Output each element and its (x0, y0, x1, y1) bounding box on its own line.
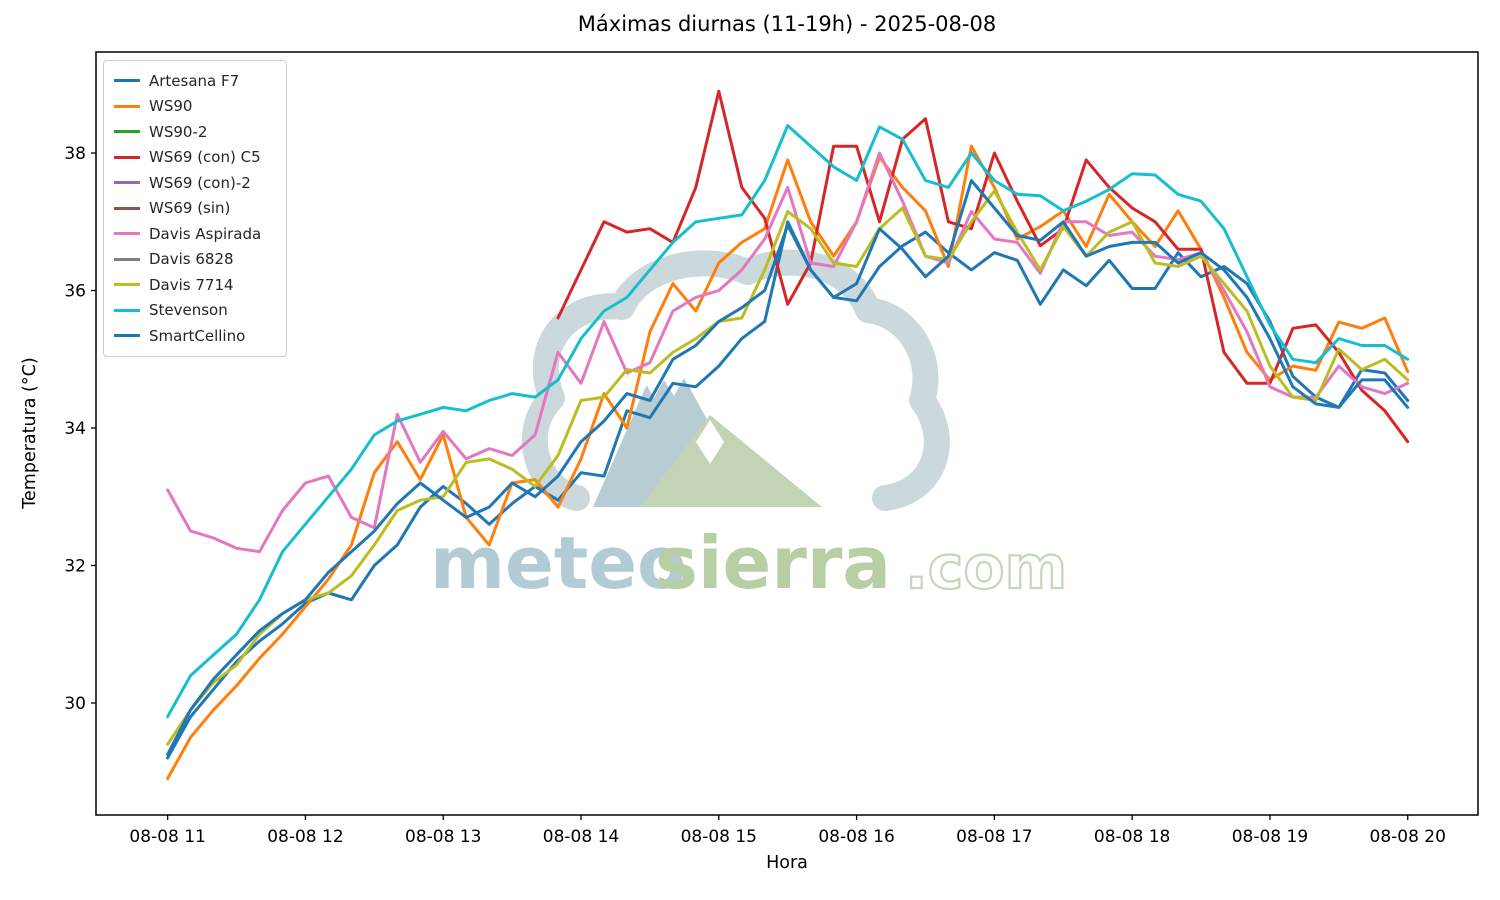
legend-line-swatch (114, 104, 140, 108)
legend-label: WS69 (con)-2 (149, 173, 251, 192)
legend-label: WS90-2 (149, 122, 208, 141)
legend-label: WS69 (sin) (149, 199, 231, 218)
legend-item-davis-aspirada: Davis Aspirada (114, 221, 276, 247)
line-series-davis-7714 (166, 189, 1410, 746)
legend-item-ws69-con-c5: WS69 (con) C5 (114, 145, 276, 171)
legend-label: Davis 7714 (149, 275, 234, 294)
legend: Artesana F7 WS90 WS90-2 WS69 (con) C5 WS69 (… (103, 60, 287, 357)
legend-item-davis-7714: Davis 7714 (114, 272, 276, 298)
line-series-stevenson (166, 124, 1410, 719)
watermark-text-com: .com (905, 533, 1067, 603)
x-tick-label-15: 08-08 15 (681, 827, 757, 847)
x-tick-label-14: 08-08 14 (543, 827, 619, 847)
x-tick-label-18: 08-08 18 (1094, 827, 1170, 847)
legend-label: WS69 (con) C5 (149, 148, 261, 167)
legend-line-swatch (114, 155, 140, 159)
x-tick-label-12: 08-08 12 (267, 827, 343, 847)
y-axis-label: Temperatura (°C) (20, 357, 40, 509)
legend-item-davis-6828: Davis 6828 (114, 247, 276, 273)
legend-item-stevenson: Stevenson (114, 298, 276, 324)
legend-line-swatch (114, 334, 140, 338)
legend-line-swatch (114, 79, 140, 83)
legend-label: Artesana F7 (149, 71, 240, 90)
y-tick-label-32: 32 (64, 556, 86, 576)
x-axis-label: Hora (766, 853, 808, 873)
legend-item-ws69-con-2: WS69 (con)-2 (114, 170, 276, 196)
legend-line-swatch (114, 308, 140, 312)
legend-line-swatch (114, 232, 140, 236)
y-tick-label-38: 38 (64, 144, 86, 164)
y-tick-label-36: 36 (64, 282, 86, 302)
x-tick-label-20: 08-08 20 (1370, 827, 1446, 847)
plot-frame (95, 51, 1479, 816)
axes: 08-08 11 08-08 12 08-08 13 08-08 14 08-08 15… (64, 51, 1479, 847)
legend-item-ws69-sin-: WS69 (sin) (114, 196, 276, 222)
legend-item-artesana-f7: Artesana F7 (114, 68, 276, 94)
x-tick-label-19: 08-08 19 (1232, 827, 1308, 847)
watermark-text-meteo: meteo (430, 521, 687, 605)
x-tick-label-16: 08-08 16 (818, 827, 894, 847)
x-tick-label-17: 08-08 17 (956, 827, 1032, 847)
legend-item-ws90: WS90 (114, 94, 276, 120)
line-series-ws90 (166, 144, 1410, 781)
line-series-ws69-con-c5 (556, 89, 1410, 444)
watermark-text-sierra: sierra (655, 521, 891, 605)
legend-line-swatch (114, 181, 140, 185)
legend-line-swatch (114, 283, 140, 287)
data-lines (166, 89, 1410, 781)
cloud-icon (521, 249, 950, 511)
x-tick-label-11: 08-08 11 (129, 827, 205, 847)
legend-label: SmartCellino (149, 326, 246, 345)
legend-label: Davis 6828 (149, 250, 234, 269)
legend-item-smartcellino: SmartCellino (114, 323, 276, 349)
legend-label: WS90 (149, 97, 193, 116)
y-tick-label-34: 34 (64, 419, 86, 439)
legend-line-swatch (114, 130, 140, 134)
line-series-artesana-f7 (166, 220, 1410, 760)
legend-item-ws90-2: WS90-2 (114, 119, 276, 145)
legend-line-swatch (114, 206, 140, 210)
legend-line-swatch (114, 257, 140, 261)
snow-diamond-icon (696, 420, 724, 464)
legend-label: Stevenson (149, 301, 228, 320)
x-tick-label-13: 08-08 13 (405, 827, 481, 847)
chart-title: Máximas diurnas (11-19h) - 2025-08-08 (577, 12, 997, 36)
legend-label: Davis Aspirada (149, 224, 262, 243)
line-series-smartcellino (166, 179, 1410, 756)
mountain-right-icon (640, 415, 822, 507)
y-tick-label-30: 30 (64, 694, 86, 714)
